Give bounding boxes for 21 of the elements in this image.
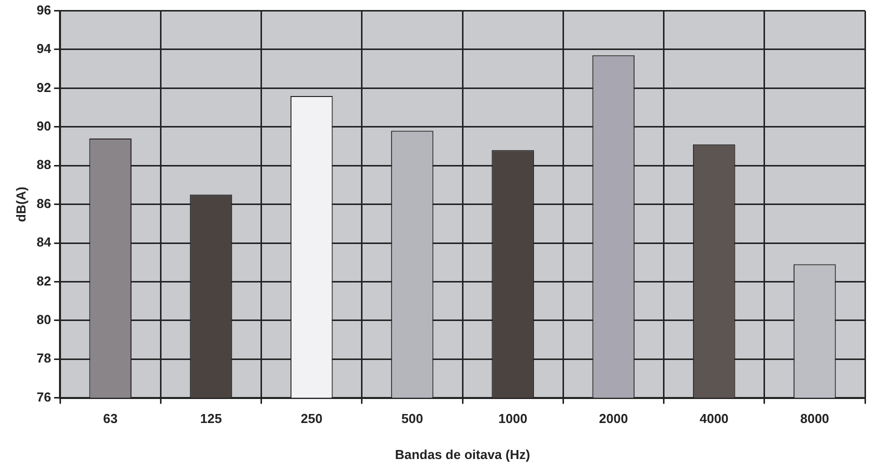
y-tick-label: 84 [36,234,52,250]
x-tick-label: 250 [300,411,322,426]
x-tick-label: 125 [200,411,222,426]
x-tick-label: 500 [401,411,424,426]
x-tick-label: 4000 [700,411,729,426]
y-tick-label: 82 [36,273,52,288]
y-tick-label: 80 [36,312,52,327]
x-axis-title: Bandas de oitava (Hz) [394,446,530,462]
y-tick-label: 86 [36,196,52,211]
y-tick-label: 92 [36,80,52,95]
x-tick-label: 1000 [498,411,528,426]
x-tick-label: 63 [103,411,118,426]
y-tick-label: 88 [36,157,52,172]
y-tick-label: 78 [36,350,52,366]
y-tick-label: 76 [36,389,52,404]
y-tick-label: 90 [36,118,52,134]
x-tick-label: 8000 [800,411,830,426]
x-tick-label: 2000 [598,411,628,426]
y-tick-label: 94 [36,41,52,56]
y-tick-label: 96 [36,2,52,18]
y-axis-title: dB(A) [13,186,28,222]
